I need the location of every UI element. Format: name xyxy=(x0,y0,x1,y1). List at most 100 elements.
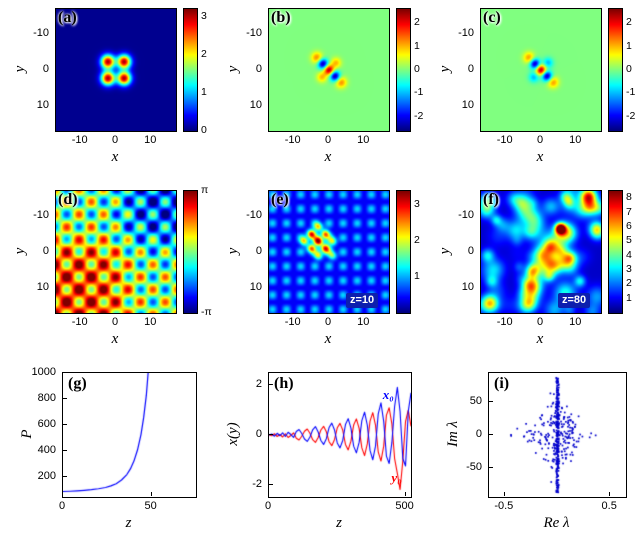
y-tick-b: 0 xyxy=(255,63,262,75)
y-tickmark-g xyxy=(63,450,67,452)
x-tickmark-h xyxy=(404,492,406,496)
colorbar-tick-a: 3 xyxy=(201,9,207,22)
x-axis-label-d: x xyxy=(111,331,119,347)
y-tick-e: -10 xyxy=(246,209,262,222)
colorbar-tick-d: π xyxy=(201,184,209,196)
heatmap-canvas-b xyxy=(268,8,390,132)
x-axis-label-b: x xyxy=(324,149,332,165)
legend-h-1: y₀ xyxy=(391,469,402,485)
y-tick-e: 0 xyxy=(255,245,262,257)
y-tickmark-g xyxy=(63,372,67,373)
panel-tag-b: (b) xyxy=(271,9,291,26)
panel-tag-h: (h) xyxy=(274,375,294,392)
x-tickmark-g xyxy=(62,492,63,496)
x-tick-a: -10 xyxy=(71,134,88,146)
x-tick-a: 10 xyxy=(144,134,157,146)
y-tick-d: 10 xyxy=(36,280,49,293)
y-axis-label-d: y xyxy=(12,247,28,255)
y-tick-i: -50 xyxy=(466,460,482,473)
x-tickmark-i xyxy=(503,492,505,496)
y-tickmark-h xyxy=(269,434,273,435)
colorbar-tick-e: 1 xyxy=(414,270,420,283)
y-tick-f: 10 xyxy=(461,280,474,293)
y-axis-label-c: y xyxy=(437,65,453,73)
colorbar-tick-e: 3 xyxy=(414,198,420,211)
y-tickmark-h xyxy=(269,384,273,386)
colorbar-tick-e: 2 xyxy=(414,234,420,247)
x-tick-g: 0 xyxy=(58,500,66,512)
x-axis-label-e: x xyxy=(324,331,332,347)
colorbar-tick-b: 0 xyxy=(414,63,420,75)
y-axis-label-i: Im λ xyxy=(445,420,461,448)
colorbar-tick-f: 8 xyxy=(626,191,632,204)
x-tick-c: -10 xyxy=(496,134,513,146)
colorbar-a xyxy=(183,8,198,132)
y-tick-h: -2 xyxy=(252,477,262,490)
colorbar-tick-d: -π xyxy=(201,306,212,318)
legend-h-0: x₀ xyxy=(382,386,394,402)
y-tickmark-g xyxy=(63,424,67,426)
x-tick-h: 500 xyxy=(395,500,414,512)
x-axis-label-g: z xyxy=(125,515,132,531)
y-axis-label-g: P xyxy=(19,429,35,439)
y-tickmark-h xyxy=(269,483,273,485)
y-tick-h: 2 xyxy=(255,378,262,391)
colorbar-tick-f: 6 xyxy=(626,219,632,232)
z-badge-e: z=10 xyxy=(346,293,379,308)
x-tick-d: 0 xyxy=(111,316,119,328)
y-tick-b: 10 xyxy=(249,98,262,111)
x-tick-d: -10 xyxy=(71,316,88,328)
x-axis-label-h: z xyxy=(336,515,342,531)
x-tick-i: -0.5 xyxy=(494,500,514,512)
y-axis-label-b: y xyxy=(225,65,241,73)
colorbar-tick-b: -2 xyxy=(414,109,424,122)
panel-tag-i: (i) xyxy=(494,375,510,392)
x-tickmark-h xyxy=(268,492,269,496)
colorbar-tick-f: 4 xyxy=(626,248,632,261)
y-tickmark-g xyxy=(63,476,67,478)
heatmap-canvas-d xyxy=(55,190,177,314)
x-axis-label-c: x xyxy=(536,149,544,165)
heatmap-canvas-a xyxy=(55,8,177,132)
y-tick-b: -10 xyxy=(246,27,262,40)
y-tick-a: -10 xyxy=(33,27,49,40)
colorbar-tick-f: 2 xyxy=(626,277,632,290)
x-tickmark-g xyxy=(150,492,152,496)
panel-tag-f: (f) xyxy=(483,191,499,208)
colorbar-tick-c: 0 xyxy=(626,63,632,75)
x-tick-b: 10 xyxy=(357,134,370,146)
y-tick-h: 0 xyxy=(255,428,262,440)
x-tick-c: 10 xyxy=(569,134,582,146)
y-tick-a: 0 xyxy=(42,63,49,75)
x-tick-f: -10 xyxy=(496,316,513,328)
y-tick-d: 0 xyxy=(42,245,49,257)
colorbar-tick-c: 2 xyxy=(626,16,632,29)
x-tick-a: 0 xyxy=(111,134,119,146)
x-tickmark-i xyxy=(609,492,611,496)
panel-tag-c: (c) xyxy=(483,9,501,26)
y-axis-label-e: y xyxy=(225,247,241,255)
x-tick-i: 0.5 xyxy=(601,500,617,512)
x-axis-label-i: Re λ xyxy=(543,515,570,531)
x-tick-e: 0 xyxy=(324,316,332,328)
y-tick-d: -10 xyxy=(33,209,49,222)
colorbar-tick-b: 1 xyxy=(414,39,420,52)
y-tick-c: -10 xyxy=(458,27,474,40)
panel-tag-e: (e) xyxy=(271,191,289,208)
y-tick-f: -10 xyxy=(458,209,474,222)
colorbar-d xyxy=(183,190,198,314)
x-tick-b: 0 xyxy=(324,134,332,146)
y-tick-i: 0 xyxy=(475,428,482,440)
y-tick-e: 10 xyxy=(249,280,262,293)
heatmap-canvas-c xyxy=(480,8,602,132)
colorbar-b xyxy=(396,8,411,132)
z-badge-f: z=80 xyxy=(558,293,591,308)
colorbar-tick-c: -2 xyxy=(626,109,636,122)
colorbar-c xyxy=(608,8,623,132)
x-axis-label-a: x xyxy=(111,149,119,165)
line-canvas-g xyxy=(62,372,197,498)
y-axis-label-a: y xyxy=(12,65,28,73)
x-tick-d: 10 xyxy=(144,316,157,328)
colorbar-tick-f: 7 xyxy=(626,205,632,218)
